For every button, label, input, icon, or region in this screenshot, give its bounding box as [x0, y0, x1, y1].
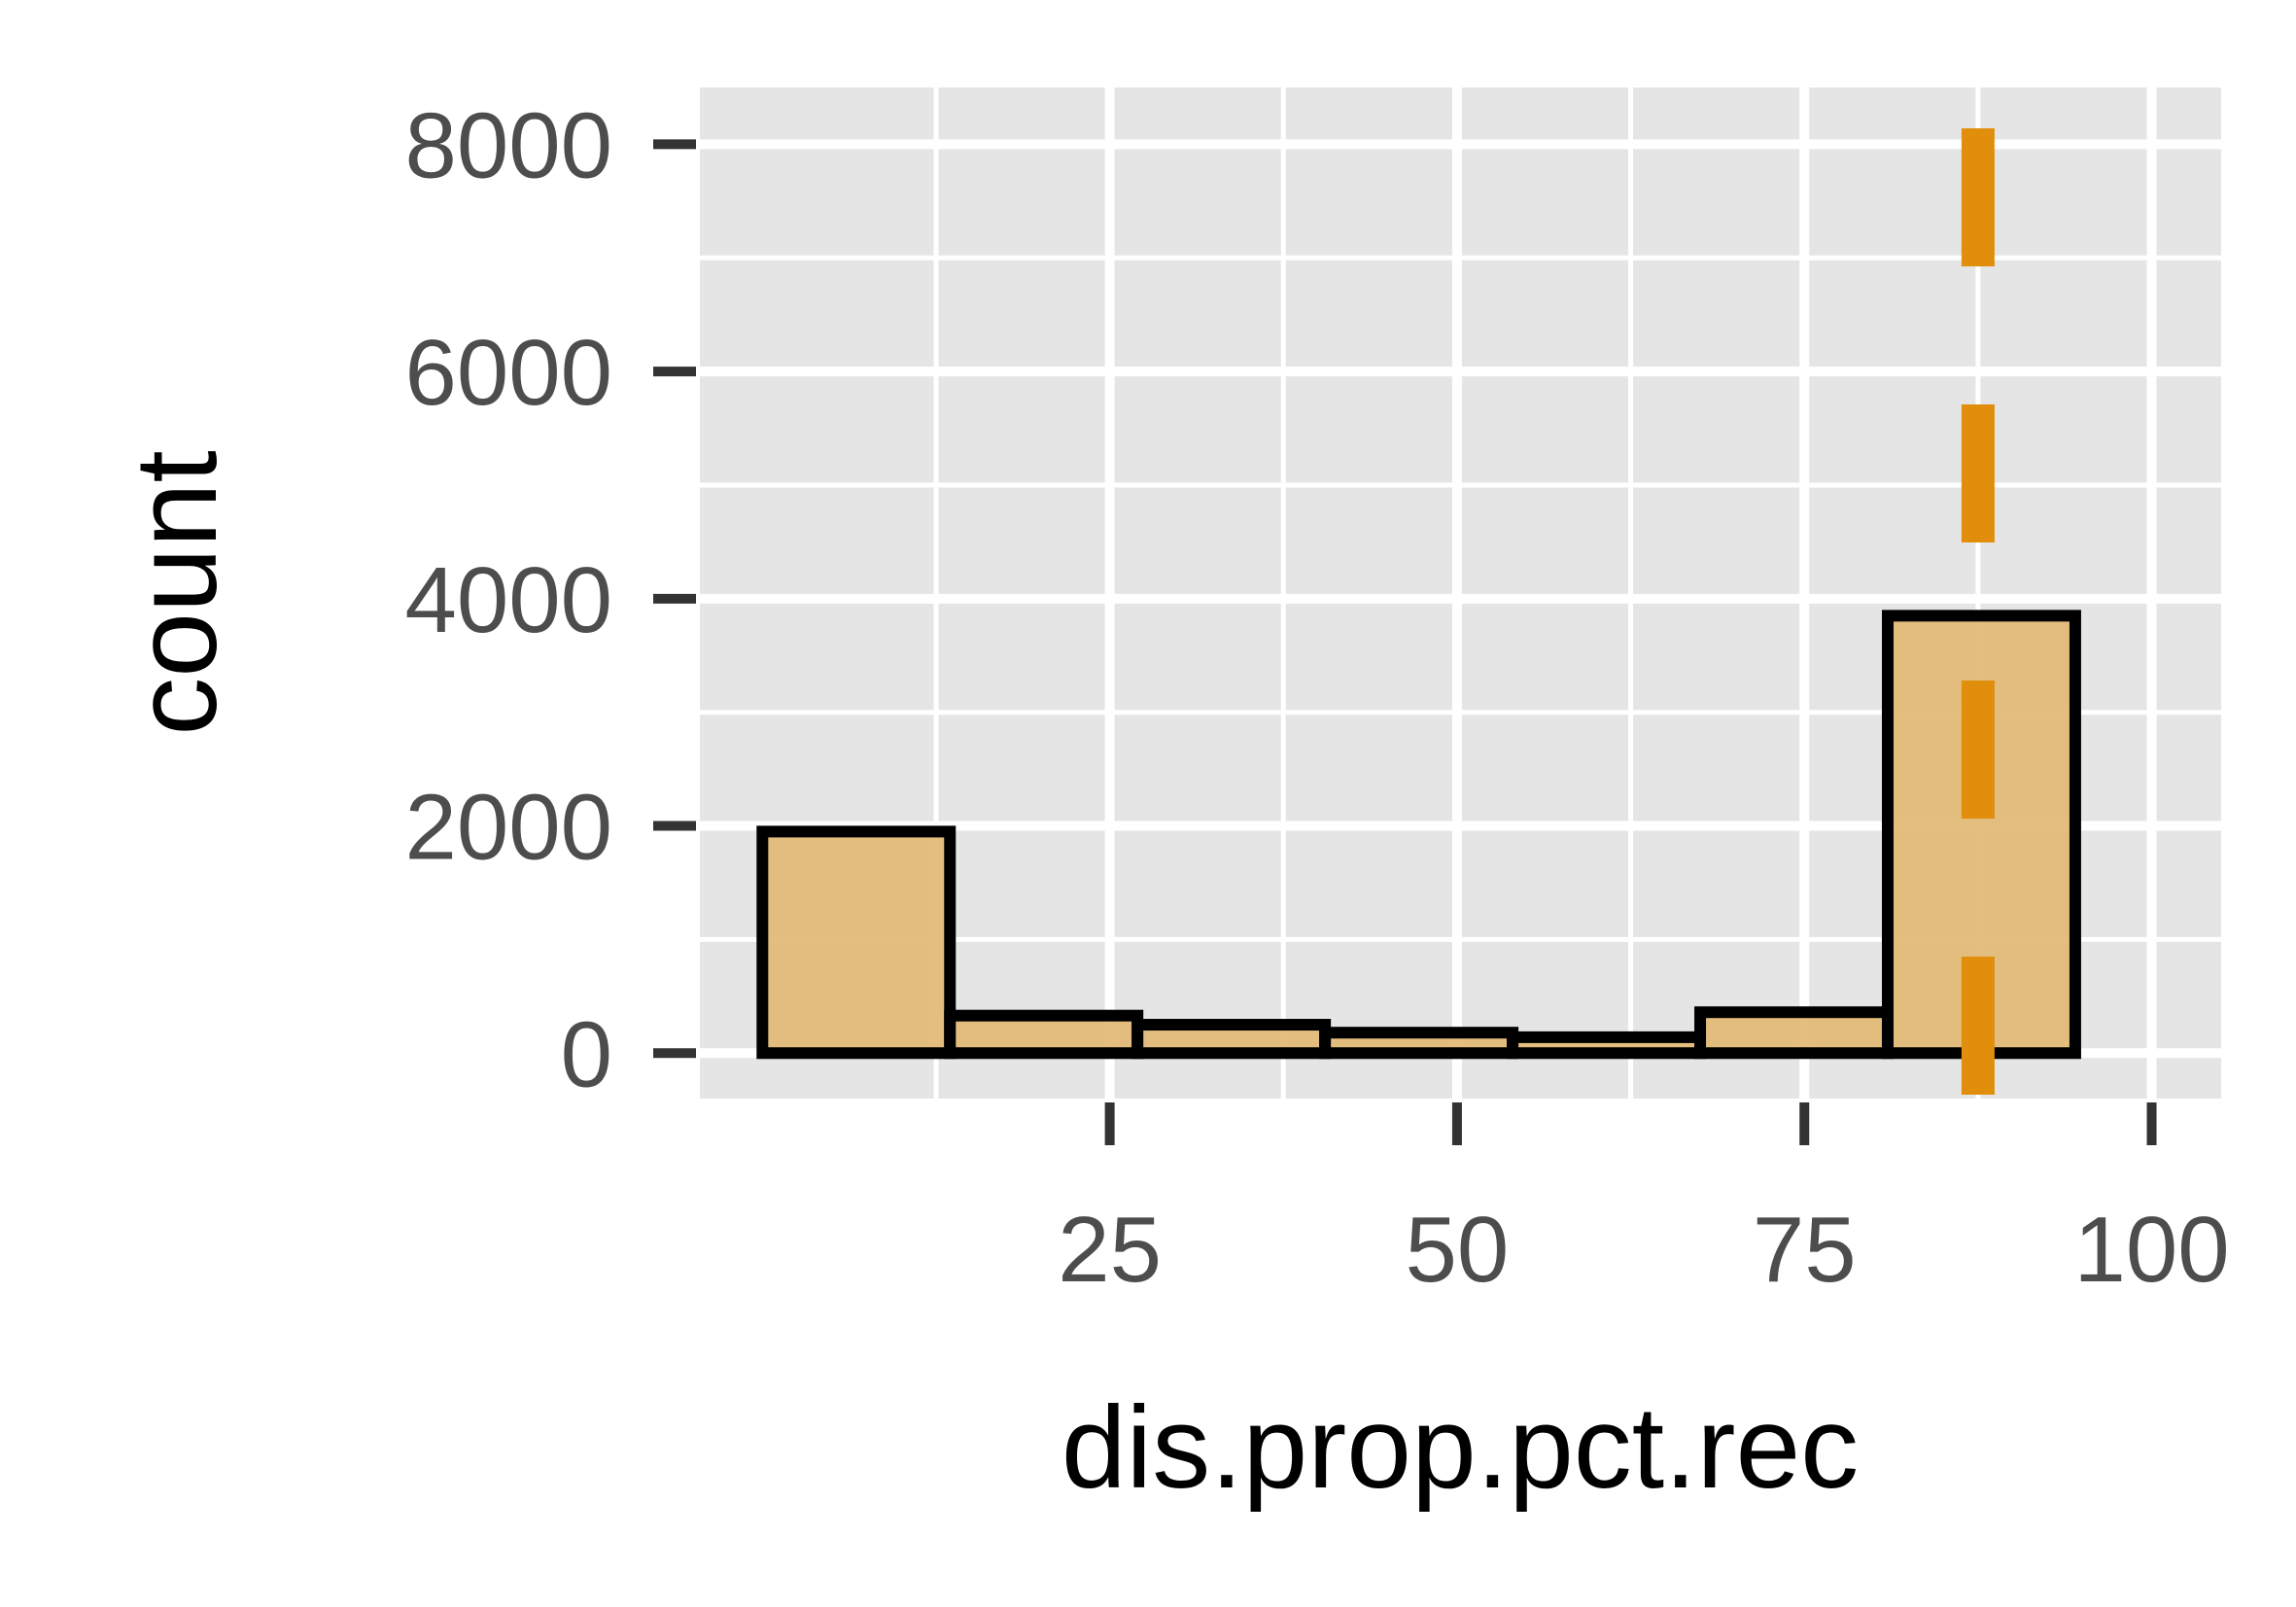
x-axis-title: dis.prop.pct.rec — [1061, 1382, 1859, 1513]
y-axis-ticks: 0 2000 4000 6000 8000 — [404, 93, 696, 1106]
y-tick-label: 2000 — [404, 776, 612, 880]
histogram-bar — [1319, 1027, 1519, 1060]
x-tick-label: 75 — [1753, 1198, 1857, 1302]
y-tick-label: 6000 — [404, 321, 612, 425]
histogram-bar — [944, 1009, 1144, 1060]
y-axis-title: count — [111, 450, 241, 736]
x-tick-label: 50 — [1406, 1198, 1510, 1302]
x-tick-label: 25 — [1058, 1198, 1162, 1302]
y-tick-label: 0 — [561, 1002, 612, 1106]
histogram-bar — [756, 825, 957, 1060]
y-tick-label: 4000 — [404, 548, 612, 652]
histogram-bar — [1694, 1006, 1894, 1060]
x-tick-label: 100 — [2073, 1198, 2229, 1302]
y-tick-label: 8000 — [404, 93, 612, 197]
histogram-bar — [1131, 1019, 1332, 1060]
histogram-bar — [1507, 1031, 1707, 1060]
x-axis-ticks: 25 50 75 100 — [1058, 1102, 2230, 1302]
